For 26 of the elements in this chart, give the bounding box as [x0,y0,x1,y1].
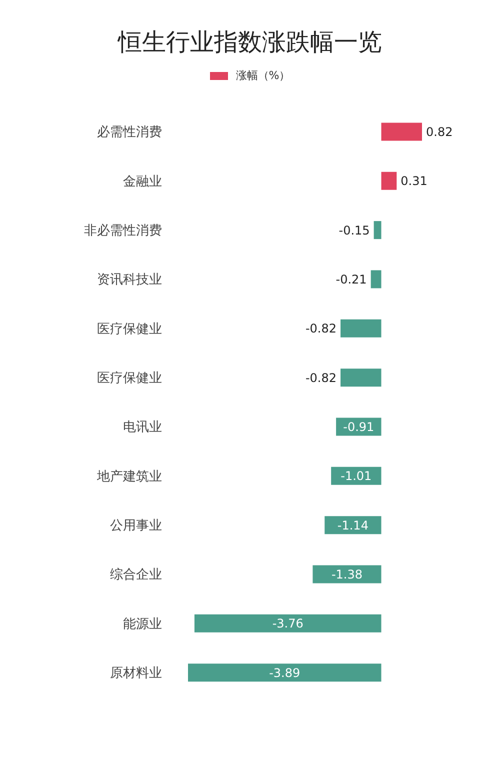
y-tick-label: 金融业 [123,174,162,190]
data-label: -0.21 [336,272,367,286]
y-tick-label: 原材料业 [110,666,162,682]
y-tick-label: 能源业 [123,616,162,632]
legend-label: 涨幅（%） [236,68,290,83]
y-tick-label: 地产建筑业 [96,469,162,484]
data-label: -1.14 [337,518,368,532]
data-label: 0.31 [400,174,428,188]
y-tick-label: 电讯业 [123,420,162,436]
y-tick-label: 公用事业 [110,518,162,534]
data-label: -0.15 [338,223,370,238]
data-label: -0.82 [305,370,337,385]
y-tick-label: 医疗保健业 [97,371,162,386]
y-tick-label: 综合企业 [110,568,162,583]
data-label: -1.01 [340,469,372,484]
data-label: -0.82 [305,322,337,336]
chart-title: 恒生行业指数涨跌幅一览 [116,27,383,58]
y-tick-label: 资讯科技业 [97,272,162,288]
data-label: -3.76 [272,616,304,631]
data-label: 0.82 [426,124,453,139]
data-label: -3.89 [269,666,300,680]
y-tick-label: 必需性消费 [97,125,162,140]
y-tick-label: 非必需性消费 [84,224,162,239]
y-tick-label: 医疗保健业 [97,322,162,337]
data-label: -1.38 [331,567,363,582]
data-label: -0.91 [343,420,374,434]
